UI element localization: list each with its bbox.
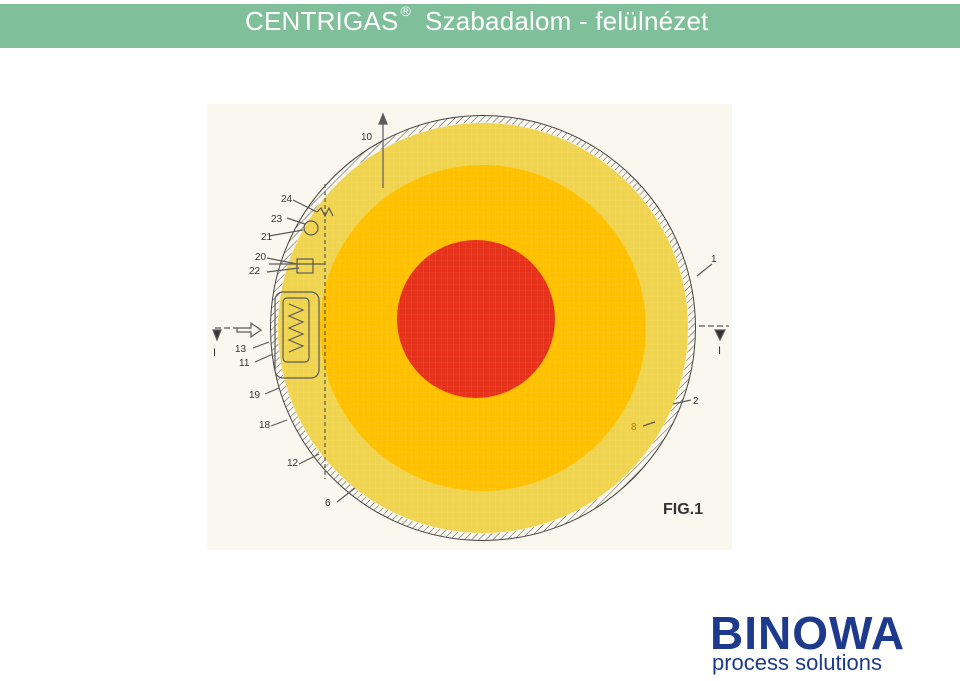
valve-box bbox=[296, 258, 314, 274]
leader-22 bbox=[266, 267, 300, 273]
label-10: 10 bbox=[361, 132, 373, 143]
leader-13 bbox=[252, 341, 270, 349]
section-arrow-left bbox=[212, 329, 222, 342]
label-18: 18 bbox=[259, 420, 271, 431]
label-11: 11 bbox=[239, 358, 250, 369]
label-23: 23 bbox=[271, 214, 283, 225]
label-6: 6 bbox=[325, 498, 331, 509]
leader-11 bbox=[254, 353, 274, 363]
section-marker-right: I bbox=[718, 345, 721, 357]
label-8: 8 bbox=[631, 422, 637, 433]
leader-12 bbox=[298, 453, 320, 465]
page-subtitle: Szabadalom - felülnézet bbox=[425, 6, 709, 36]
separator-inner bbox=[282, 297, 310, 363]
page-title: CENTRIGAS ® Szabadalom - felülnézet bbox=[245, 3, 709, 37]
outer-wall-edge bbox=[270, 115, 696, 541]
label-13: 13 bbox=[235, 344, 247, 355]
leader-6 bbox=[336, 487, 356, 503]
label-22: 22 bbox=[249, 266, 261, 277]
inner-zone-grid bbox=[397, 240, 555, 398]
pump-symbol bbox=[303, 220, 319, 236]
outer-wall bbox=[270, 115, 696, 541]
arrow-10 bbox=[378, 112, 388, 125]
coil bbox=[287, 303, 305, 353]
separator-housing bbox=[274, 291, 320, 379]
leader-18 bbox=[270, 419, 288, 427]
patent-drawing: 10 24 23 21 20 22 13 11 19 18 12 6 1 2 8… bbox=[207, 104, 732, 550]
figure-caption: FIG.1 bbox=[663, 501, 703, 518]
label-20: 20 bbox=[255, 252, 267, 263]
label-2: 2 bbox=[693, 396, 699, 407]
label-1: 1 bbox=[711, 254, 717, 265]
leader-20 bbox=[266, 257, 298, 265]
leader-23 bbox=[286, 217, 306, 225]
brand-name: CENTRIGAS bbox=[245, 6, 399, 36]
leader-2 bbox=[672, 399, 692, 405]
equipment-sketch bbox=[212, 112, 729, 503]
leader-8 bbox=[642, 421, 656, 427]
leader-19 bbox=[264, 387, 280, 395]
registered-mark: ® bbox=[400, 3, 411, 20]
logo-tagline: process solutions bbox=[712, 650, 882, 675]
leader-1 bbox=[696, 263, 713, 277]
section-marker-left: I bbox=[213, 347, 216, 359]
label-19: 19 bbox=[249, 390, 261, 401]
section-arrow-right bbox=[714, 329, 726, 342]
label-12: 12 bbox=[287, 458, 299, 469]
inlet-arrow bbox=[236, 321, 263, 339]
logo-name: BINOWA bbox=[710, 607, 906, 659]
leader-24 bbox=[292, 199, 318, 213]
patent-figure: 10 24 23 21 20 22 13 11 19 18 12 6 1 2 8… bbox=[207, 104, 732, 550]
binowa-logo: BINOWA process solutions bbox=[710, 610, 925, 680]
leader-21 bbox=[268, 229, 304, 237]
label-21: 21 bbox=[261, 232, 273, 243]
title-bar bbox=[0, 4, 960, 48]
label-24: 24 bbox=[281, 194, 293, 205]
